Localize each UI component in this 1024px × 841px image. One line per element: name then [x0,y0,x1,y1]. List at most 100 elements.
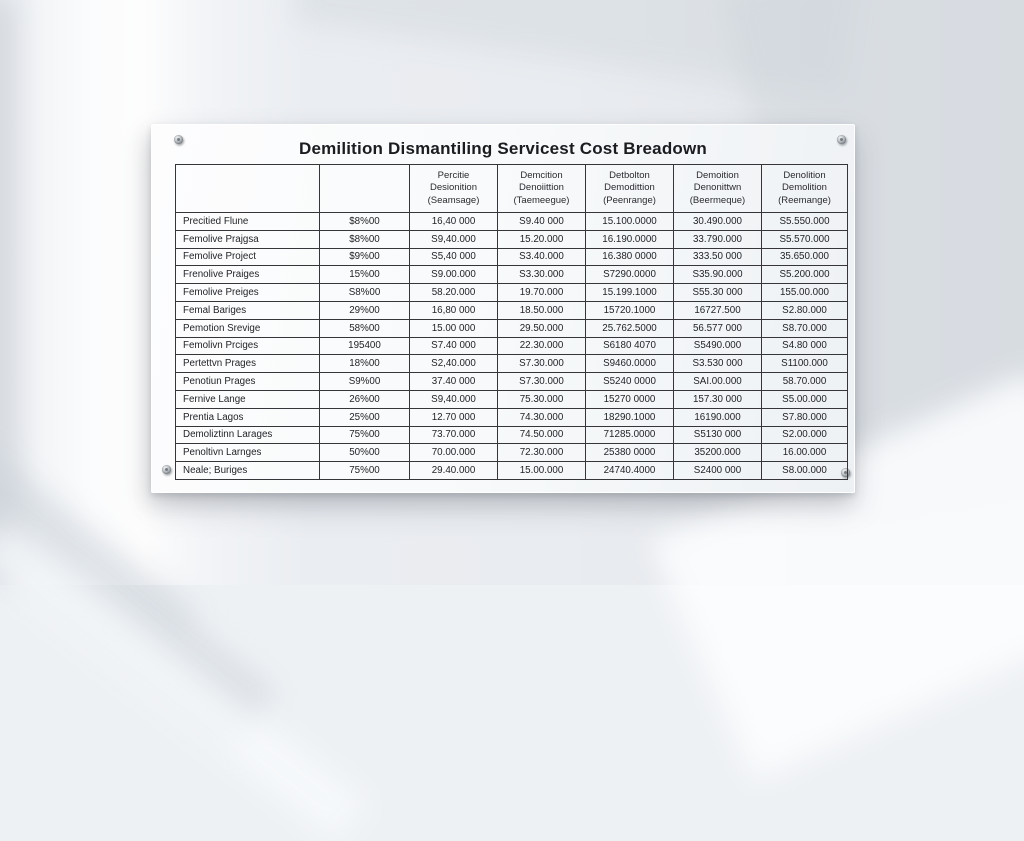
value-cell: S5130 000 [673,425,762,445]
value-cell: 29.50.000 [497,318,586,338]
value-cell: 29.40.000 [409,461,498,480]
value-cell: 35.650.000 [761,247,848,267]
value-cell: 25380 0000 [585,443,674,463]
value-cell: S7.80.000 [761,407,848,427]
value-cell: 71285.0000 [585,425,674,445]
screw-top-right-icon [837,135,846,144]
value-cell: 16,40 000 [409,212,498,231]
table-row: Penotiun Prages S9%00 37.40 000 S7.30.000 S5… [175,372,848,391]
value-cell: 30.490.000 [673,212,762,231]
value-cell: 75%00 [319,461,410,480]
table-row: Prentia Lagos 25%00 12.70 000 74.30.000 1829… [175,407,848,427]
row-label-cell: Penoltivn Larnges [175,443,320,463]
value-cell: S2400 000 [673,461,762,480]
value-cell: S9%00 [319,372,410,391]
value-cell: SAI.00.000 [673,372,762,391]
value-cell: S5.550.000 [761,212,848,231]
value-cell: S2.00.000 [761,425,848,445]
value-cell: 16190.000 [673,407,762,427]
value-cell: S2.80.000 [761,300,848,320]
value-cell: 29%00 [319,300,410,320]
column-header: Detbolton Demodittion (Peenrange) [585,164,674,213]
screw-top-left-icon [174,135,183,144]
value-cell: 15.20.000 [497,229,586,249]
column-header: Denolition Demolition (Reemange) [761,164,848,213]
value-cell: 16.190.0000 [585,229,674,249]
value-cell: S1100.000 [761,354,848,374]
value-cell: S3.40.000 [497,247,586,267]
row-label-cell: Femolivn Prciges [175,336,320,356]
value-cell: S8.70.000 [761,318,848,338]
value-cell: S55.30 000 [673,283,762,302]
value-cell: 19.70.000 [497,283,586,302]
value-cell: 22.30.000 [497,336,586,356]
value-cell: S8%00 [319,283,410,302]
value-cell: S35.90.000 [673,265,762,285]
value-cell: S7290.0000 [585,265,674,285]
value-cell: 75.30.000 [497,389,586,409]
value-cell: S9.40 000 [497,212,586,231]
value-cell: S5.200.000 [761,265,848,285]
row-label-cell: Penotiun Prages [175,372,320,391]
row-label-cell: Neale; Buriges [175,461,320,480]
column-header: Demoition Denonittwn (Beermeque) [673,164,762,213]
value-cell: 15270 0000 [585,389,674,409]
row-label-cell: Fernive Lange [175,389,320,409]
value-cell: 18290.1000 [585,407,674,427]
row-label-cell: Femolive Project [175,247,320,267]
table-row: Precitied Flune $8%00 16,40 000 S9.40 000 15… [175,212,848,231]
value-cell: $8%00 [319,212,410,231]
value-cell: 18.50.000 [497,300,586,320]
row-label-cell: Prentia Lagos [175,407,320,427]
column-header: Demcition Denoiittion (Taemeegue) [497,164,586,213]
table-row: Demoliztinn Larages 75%00 73.70.000 74.50.0… [175,425,848,445]
screw-bottom-left-icon [162,465,171,474]
value-cell: 16,80 000 [409,300,498,320]
value-cell: 73.70.000 [409,425,498,445]
value-cell: S7.40 000 [409,336,498,356]
value-cell: 12.70 000 [409,407,498,427]
value-cell: 15720.1000 [585,300,674,320]
value-cell: 58.70.000 [761,372,848,391]
value-cell: 33.790.000 [673,229,762,249]
table-header: Percitie Desionition (Seamsage) Demcition… [175,164,848,213]
value-cell: 58.20.000 [409,283,498,302]
value-cell: S9.00.000 [409,265,498,285]
table-row: Frenolive Praiges 15%00 S9.00.000 S3.30.000… [175,265,848,285]
sign-title: Demilition Dismantiling Servicest Cost B… [298,139,708,158]
value-cell: S5.570.000 [761,229,848,249]
row-label-cell: Femolive Prajgsa [175,229,320,249]
row-label-cell: Femolive Preiges [175,283,320,302]
value-cell: 58%00 [319,318,410,338]
table-row: Pemotion Srevige 58%00 15.00 000 29.50.000 2… [175,318,848,338]
table-row: Femolivn Prciges 195400 S7.40 000 22.30.000… [175,336,848,356]
value-cell: 24740.4000 [585,461,674,480]
value-cell: S2,40.000 [409,354,498,374]
column-header-empty [175,164,320,213]
value-cell: 15%00 [319,265,410,285]
row-label-cell: Demoliztinn Larages [175,425,320,445]
value-cell: S3.530 000 [673,354,762,374]
table-row: Fernive Lange 26%00 S9,40.000 75.30.000 1527… [175,389,848,409]
column-header-empty [319,164,410,213]
value-cell: 50%00 [319,443,410,463]
wall-shadow-left-edge [0,0,16,585]
value-cell: 25.762.5000 [585,318,674,338]
value-cell: 74.30.000 [497,407,586,427]
wall-shadow-top-diagonal [292,0,868,99]
value-cell: S9,40.000 [409,229,498,249]
row-label-cell: Pertettvn Prages [175,354,320,374]
wall-light-bottom-left [0,518,367,841]
value-cell: S9460.0000 [585,354,674,374]
value-cell: 15.100.0000 [585,212,674,231]
value-cell: 26%00 [319,389,410,409]
value-cell: 333.50 000 [673,247,762,267]
value-cell: 15.00.000 [497,461,586,480]
wall-background: Demilition Dismantiling Servicest Cost B… [0,0,1024,780]
value-cell: 37.40 000 [409,372,498,391]
value-cell: 16.380 0000 [585,247,674,267]
table-row: Femolive Project $9%00 S5,40 000 S3.40.000 1… [175,247,848,267]
value-cell: 70.00.000 [409,443,498,463]
value-cell: 155.00.000 [761,283,848,302]
table-row: Femal Bariges 29%00 16,80 000 18.50.000 1572… [175,300,848,320]
